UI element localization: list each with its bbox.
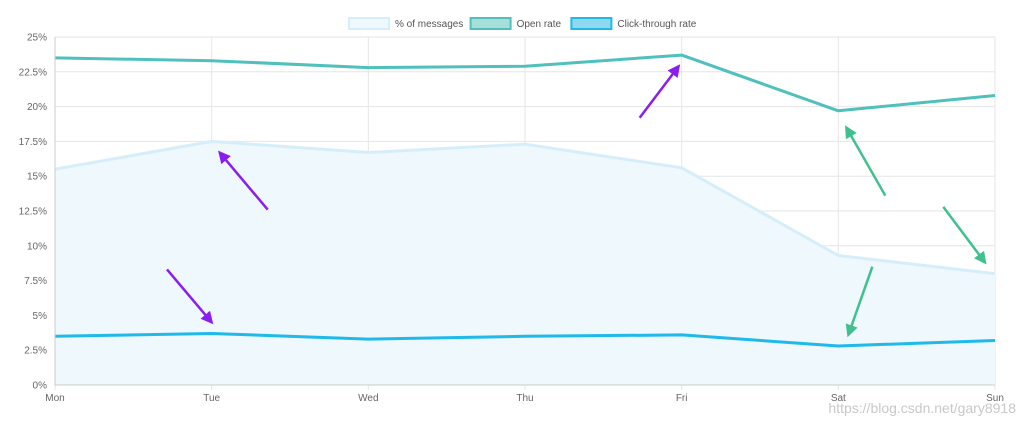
x-tick-label: Mon	[45, 393, 64, 404]
annotation-arrow	[166, 268, 214, 325]
legend-swatch	[570, 17, 613, 30]
y-tick-label: 2.5%	[24, 346, 47, 357]
y-tick-label: 20%	[27, 102, 47, 113]
annotation-arrow	[638, 64, 681, 119]
y-tick-label: 25%	[27, 33, 47, 44]
y-tick-label: 7.5%	[24, 276, 47, 287]
series-line-1	[54, 53, 996, 113]
legend-label: Open rate	[517, 19, 562, 30]
x-tick-label: Tue	[203, 393, 220, 404]
series-line-0	[54, 139, 996, 276]
y-tick-label: 22.5%	[19, 67, 47, 78]
series-area-0	[55, 141, 995, 385]
series-line-2	[54, 332, 996, 348]
legend-item[interactable]: Click-through rate	[570, 17, 697, 30]
annotation-arrow	[942, 206, 987, 265]
y-tick-label: 10%	[27, 241, 47, 252]
y-tick-label: 0%	[33, 381, 48, 392]
axes: 0% 2.5% 5% 7.5% 10% 12.5% 15% 17.5% 20% 22.5% 25% M…	[19, 33, 1004, 405]
legend-item[interactable]: % of messages	[348, 17, 463, 30]
legend-item[interactable]: Open rate	[469, 17, 562, 30]
annotation-arrow	[845, 266, 874, 338]
y-tick-label: 5%	[33, 311, 48, 322]
x-tick-label: Sun	[986, 393, 1004, 404]
annotation-arrow	[218, 150, 269, 211]
legend-label: % of messages	[395, 19, 463, 30]
x-tick-label: Thu	[516, 393, 533, 404]
legend[interactable]: % of messages Open rate Click-through rate	[348, 17, 697, 30]
x-tick-label: Fri	[676, 393, 688, 404]
y-tick-label: 17.5%	[19, 137, 47, 148]
legend-swatch	[348, 17, 390, 30]
x-tick-label: Wed	[358, 393, 378, 404]
watermark-text: https://blog.csdn.net/gary8918	[828, 400, 1016, 416]
annotation-arrow	[845, 125, 887, 197]
annotations	[166, 64, 987, 338]
legend-label: Click-through rate	[617, 19, 696, 30]
series-layer	[54, 53, 996, 385]
legend-swatch	[469, 17, 512, 30]
y-tick-label: 12.5%	[19, 207, 47, 218]
y-tick-label: 15%	[27, 172, 47, 183]
x-tick-label: Sat	[831, 393, 846, 404]
